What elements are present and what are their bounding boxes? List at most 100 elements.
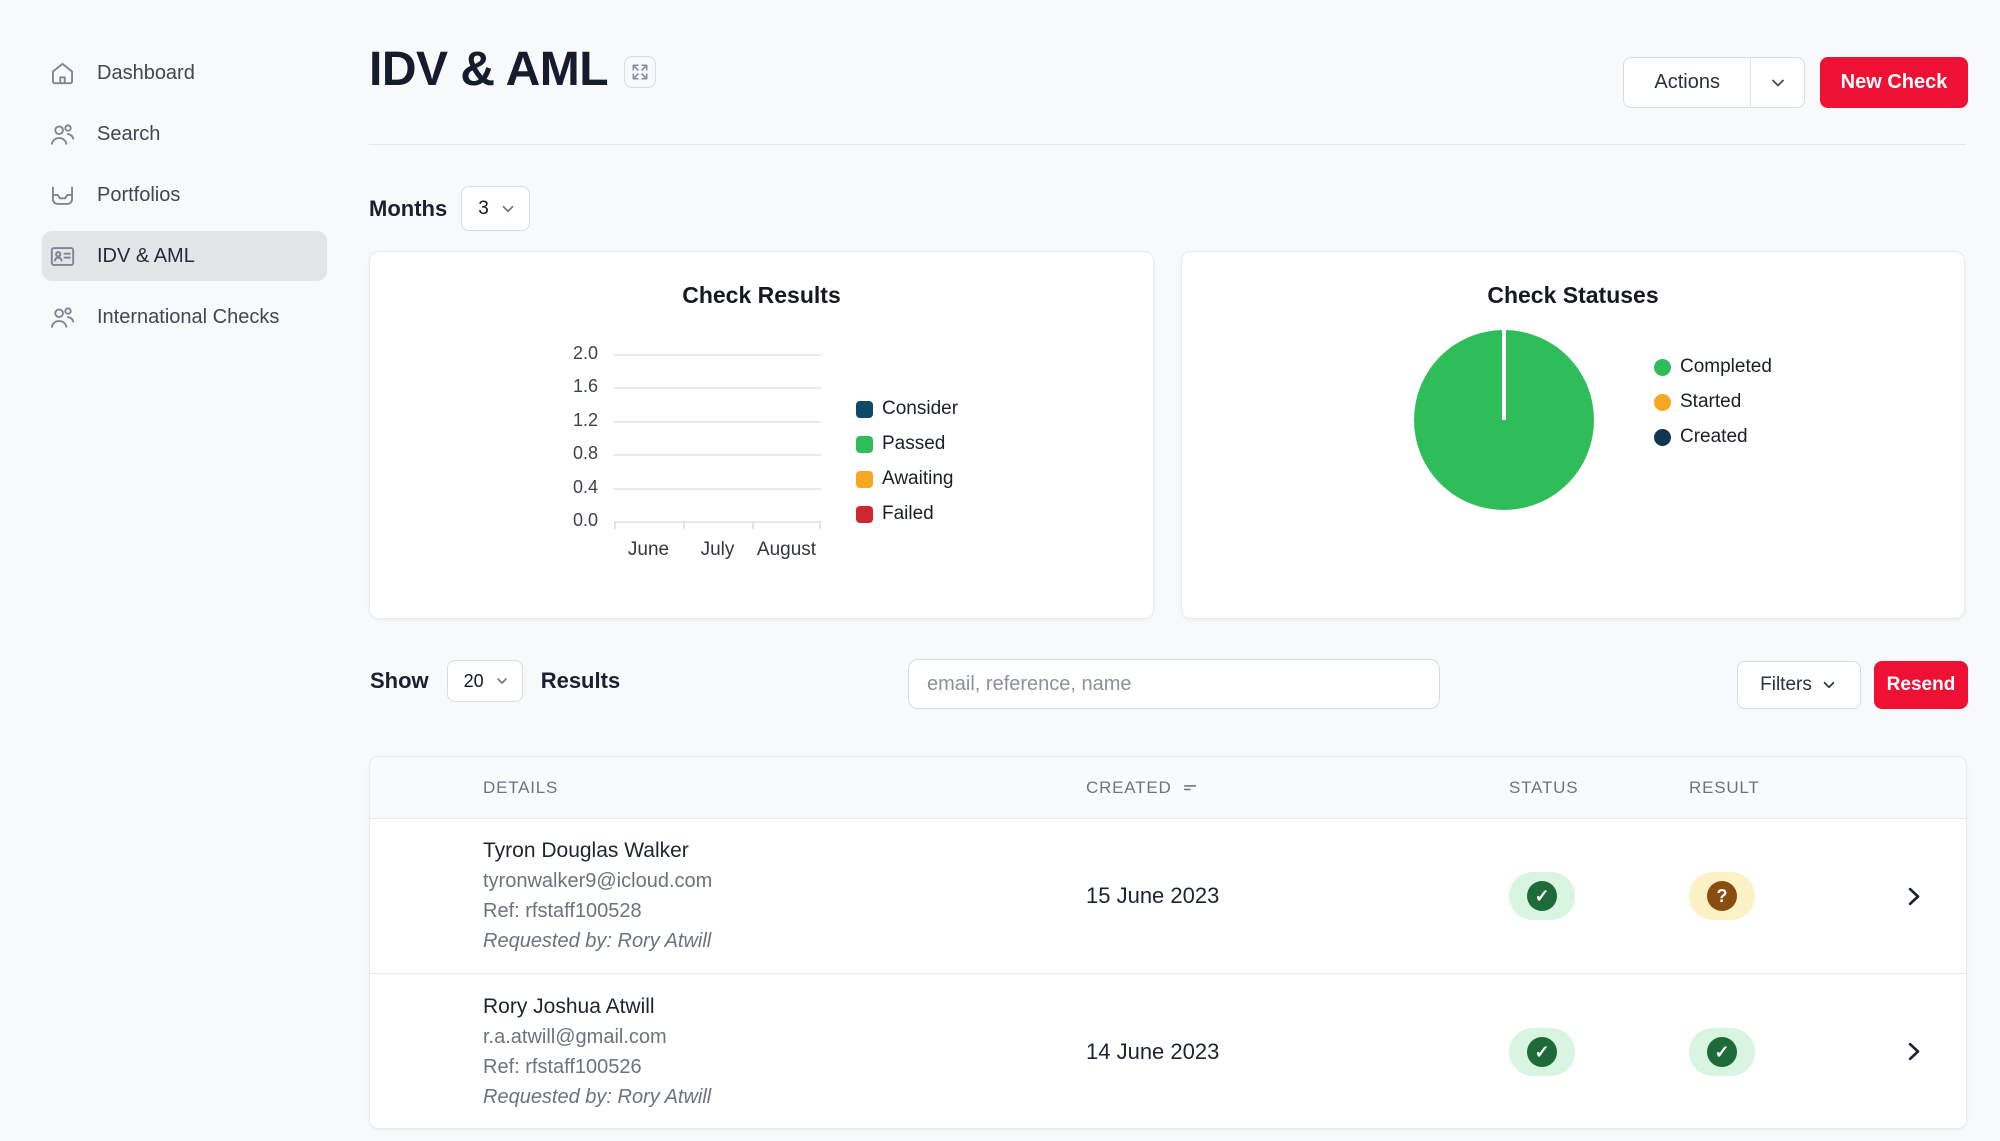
sidebar-item-label: IDV & AML	[97, 244, 195, 267]
actions-dropdown-button[interactable]	[1750, 58, 1804, 107]
row-email: r.a.atwill@gmail.com	[483, 1025, 667, 1048]
table-row[interactable]: Rory Joshua Atwill r.a.atwill@gmail.com Re…	[370, 974, 1966, 1128]
y-tick-label: 0.0	[572, 510, 598, 530]
results-label: Results	[540, 668, 621, 693]
legend-label: Awaiting	[882, 468, 954, 489]
legend-swatch	[856, 435, 873, 453]
page-size-select[interactable]: 20	[446, 660, 523, 702]
chevron-down-icon	[1820, 676, 1838, 694]
row-reference: Ref: rfstaff100526	[483, 1055, 642, 1078]
sidebar: Dashboard Search Portfolios IDV & AML Intern…	[0, 0, 360, 1141]
actions-button[interactable]: Actions	[1624, 58, 1750, 107]
row-requested-by: Requested by: Rory Atwill	[483, 930, 712, 952]
gridline	[614, 387, 821, 390]
page-size-value: 20	[463, 670, 484, 691]
y-tick-label: 0.4	[572, 476, 598, 497]
chevron-right-icon[interactable]	[1861, 1038, 1966, 1065]
legend-label: Consider	[882, 398, 959, 419]
months-value: 3	[478, 197, 489, 219]
legend-swatch	[856, 505, 873, 523]
sidebar-item-international-checks[interactable]: International Checks	[42, 292, 327, 342]
filters-label: Filters	[1760, 674, 1812, 695]
sort-icon	[1181, 778, 1200, 797]
new-check-button[interactable]: New Check	[1820, 57, 1968, 108]
chevron-down-icon	[1768, 73, 1788, 93]
x-axis-tick	[752, 521, 754, 529]
show-results-group: Show 20 Results	[370, 660, 620, 702]
legend-label: Passed	[882, 433, 946, 454]
legend-swatch	[1654, 393, 1671, 411]
page-title: IDV & AML	[369, 42, 609, 96]
passed-icon: ✓	[1527, 1036, 1557, 1067]
users-icon	[48, 120, 76, 148]
title-wrap: IDV & AML	[369, 30, 657, 108]
sidebar-item-portfolios[interactable]: Portfolios	[42, 170, 327, 220]
legend-swatch	[856, 400, 873, 418]
gridline	[614, 420, 821, 423]
resend-button[interactable]: Resend	[1874, 661, 1968, 709]
legend-label: Started	[1680, 391, 1742, 412]
column-details: DETAILS	[483, 777, 559, 797]
status-badge-passed: ✓	[1509, 1027, 1575, 1076]
bar-chart-legend: Consider Passed Awaiting Failed	[856, 398, 958, 538]
home-icon	[48, 59, 76, 87]
x-axis-tick	[614, 521, 616, 529]
column-created[interactable]: CREATED	[1086, 778, 1509, 798]
gridline	[614, 354, 821, 356]
sidebar-item-label: International Checks	[97, 305, 280, 328]
legend-swatch	[1654, 358, 1671, 376]
result-badge-passed: ✓	[1689, 1027, 1755, 1076]
x-tick-label: July	[700, 539, 735, 560]
bar-chart-plot	[614, 354, 821, 529]
legend-item-failed[interactable]: Failed	[856, 503, 958, 525]
pie-slice-divider	[1502, 330, 1506, 420]
table-body: Tyron Douglas Walker tyronwalker9@icloud.…	[370, 819, 1966, 1128]
show-label: Show	[370, 668, 429, 693]
sidebar-item-search[interactable]: Search	[42, 109, 327, 159]
result-badge-consider: ?	[1689, 872, 1755, 920]
inbox-icon	[48, 181, 76, 209]
id-card-icon	[48, 242, 76, 270]
months-select[interactable]: 3	[461, 186, 530, 231]
legend-item-completed[interactable]: Completed	[1654, 356, 1772, 378]
filters-button[interactable]: Filters	[1737, 661, 1861, 709]
column-result: RESULT	[1689, 777, 1760, 797]
legend-item-passed[interactable]: Passed	[856, 433, 958, 455]
x-axis-tick	[819, 521, 821, 529]
sidebar-item-dashboard[interactable]: Dashboard	[42, 48, 327, 98]
status-badge-passed: ✓	[1509, 872, 1575, 920]
sidebar-item-label: Dashboard	[97, 61, 195, 84]
legend-item-created[interactable]: Created	[1654, 426, 1772, 448]
chevron-right-icon[interactable]	[1861, 883, 1966, 910]
legend-item-awaiting[interactable]: Awaiting	[856, 468, 958, 490]
table-row[interactable]: Tyron Douglas Walker tyronwalker9@icloud.…	[370, 819, 1966, 974]
row-name: Rory Joshua Atwill	[483, 994, 655, 1018]
row-email: tyronwalker9@icloud.com	[483, 870, 713, 892]
expand-icon[interactable]	[624, 56, 657, 88]
check-results-title: Check Results	[682, 282, 841, 308]
legend-item-consider[interactable]: Consider	[856, 398, 958, 420]
consider-icon: ?	[1707, 881, 1737, 911]
pie-chart-legend: Completed Started Created	[1654, 356, 1772, 461]
legend-label: Created	[1680, 426, 1748, 447]
legend-swatch	[856, 470, 873, 488]
gridline	[614, 521, 821, 523]
y-tick-label: 0.8	[572, 443, 598, 464]
created-cell: 15 June 2023	[1086, 883, 1220, 908]
x-axis-tick	[683, 521, 685, 529]
check-statuses-title: Check Statuses	[1487, 282, 1659, 308]
check-results-card: Check Results June July August Consider Pas…	[369, 251, 1154, 619]
legend-item-started[interactable]: Started	[1654, 391, 1772, 413]
legend-label: Completed	[1680, 356, 1772, 377]
x-tick-label: August	[756, 539, 817, 560]
sidebar-item-label: Search	[97, 122, 161, 145]
search-input[interactable]	[908, 659, 1440, 709]
actions-label: Actions	[1654, 71, 1720, 93]
gridline	[614, 487, 821, 490]
y-tick-label: 1.2	[572, 409, 598, 430]
x-tick-label: June	[627, 539, 670, 560]
sidebar-item-idv-aml[interactable]: IDV & AML	[42, 231, 327, 281]
users-icon	[48, 303, 76, 331]
charts-row: Check Results June July August Consider Pas…	[369, 251, 1965, 619]
